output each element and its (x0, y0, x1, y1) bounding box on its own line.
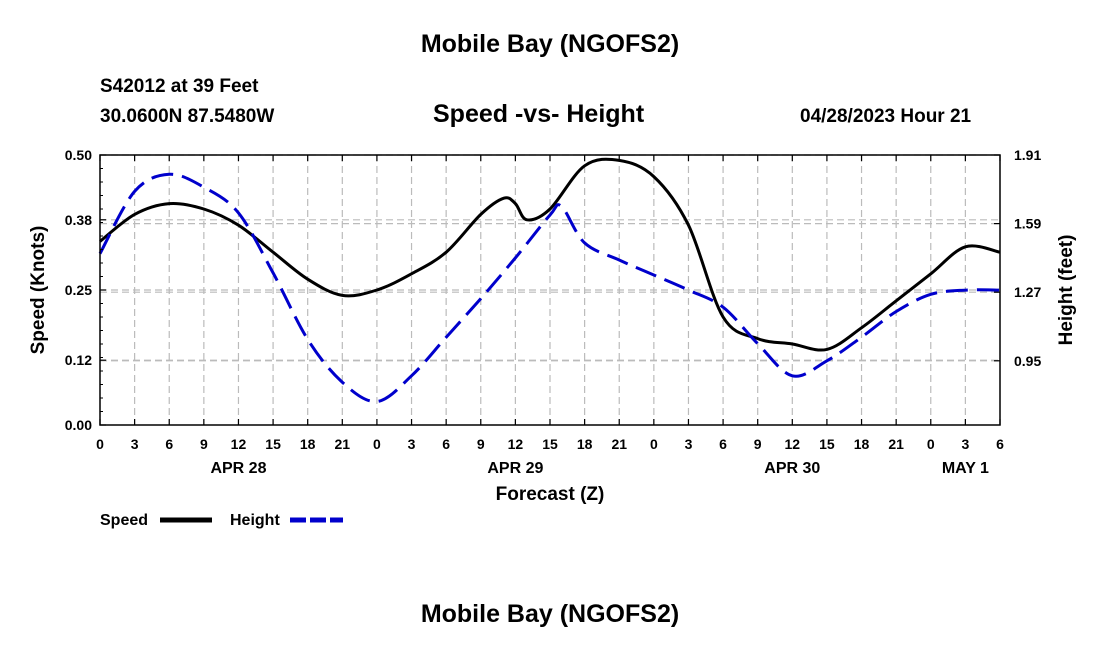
y-axis-title: Speed (Knots) (28, 226, 49, 355)
y2-tick-label: 1.91 (1014, 147, 1041, 163)
x-tick-label: 12 (231, 436, 247, 452)
x-tick-label: 9 (754, 436, 762, 452)
x-tick-label: 0 (96, 436, 104, 452)
x-tick-label: 9 (477, 436, 485, 452)
y-tick-label: 0.38 (65, 212, 92, 228)
y-tick-label: 0.00 (65, 417, 92, 433)
x-tick-label: 0 (650, 436, 658, 452)
y2-tick-label: 0.95 (1014, 353, 1041, 369)
x-tick-label: 12 (508, 436, 524, 452)
x-tick-label: 3 (961, 436, 969, 452)
x-tick-label: 0 (373, 436, 381, 452)
x-tick-label: 6 (442, 436, 450, 452)
date-label: APR 28 (210, 460, 266, 477)
x-axis-title: Forecast (Z) (496, 484, 605, 505)
station-coordinates: 30.0600N 87.5480W (100, 106, 275, 127)
legend: Speed Height (100, 512, 343, 529)
x-tick-label: 6 (719, 436, 727, 452)
x-tick-label: 9 (200, 436, 208, 452)
chart-subtitle: Speed -vs- Height (433, 100, 645, 128)
speed-series-line (99, 157, 1001, 352)
y-tick-label: 0.50 (65, 147, 92, 163)
x-tick-label: 18 (300, 436, 316, 452)
x-tick-label: 21 (611, 436, 627, 452)
height-series-line (98, 172, 1001, 404)
date-label: APR 29 (487, 460, 543, 477)
date-label: MAY 1 (942, 460, 989, 477)
y2-tick-label: 1.59 (1014, 216, 1041, 232)
x-tick-label: 0 (927, 436, 935, 452)
x-tick-label: 15 (819, 436, 835, 452)
station-label: S42012 at 39 Feet (100, 76, 259, 97)
y-tick-label: 0.12 (65, 352, 92, 368)
axes: 0 3 6 9 12 15 18 21 0 3 6 9 12 15 18 21 0 3 6 9 12 15 18 21 0 3 6 0… (28, 147, 1077, 505)
forecast-datetime: 04/28/2023 Hour 21 (800, 106, 972, 127)
legend-label-speed: Speed (100, 512, 148, 529)
x-tick-label: 12 (785, 436, 801, 452)
footer-title: Mobile Bay (NGOFS2) (420, 600, 680, 628)
y2-tick-label: 1.27 (1014, 284, 1041, 300)
x-tick-label: 21 (888, 436, 904, 452)
page-title: Mobile Bay (NGOFS2) (420, 30, 680, 58)
x-tick-label: 3 (685, 436, 693, 452)
legend-label-height: Height (230, 512, 280, 529)
x-tick-label: 18 (577, 436, 593, 452)
x-tick-label: 3 (131, 436, 139, 452)
y-tick-label: 0.25 (65, 282, 92, 298)
x-tick-label: 15 (265, 436, 281, 452)
x-tick-label: 15 (542, 436, 558, 452)
date-label: APR 30 (764, 460, 820, 477)
x-tick-label: 21 (335, 436, 351, 452)
x-tick-label: 3 (408, 436, 416, 452)
y2-axis-title: Height (feet) (1056, 235, 1077, 346)
x-tick-label: 18 (854, 436, 870, 452)
x-tick-label: 6 (996, 436, 1004, 452)
grid-lines (100, 154, 1000, 425)
x-tick-label: 6 (165, 436, 173, 452)
series-lines (98, 157, 1001, 404)
